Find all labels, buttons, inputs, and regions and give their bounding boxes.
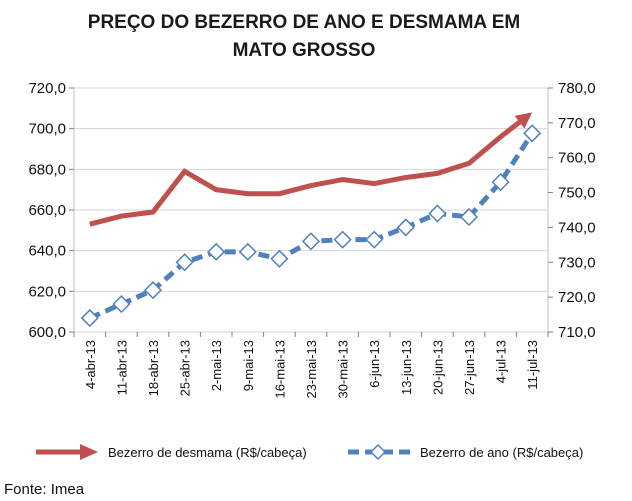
series-ano xyxy=(80,124,542,328)
left-tick-label: 700,0 xyxy=(28,121,66,138)
data-point xyxy=(80,308,99,328)
data-point xyxy=(270,249,289,268)
data-point xyxy=(532,112,533,113)
x-tick-label: 2-mai-13 xyxy=(209,340,224,391)
right-tick-label: 750,0 xyxy=(558,185,596,202)
x-tick-label: 9-mai-13 xyxy=(241,340,256,391)
x-tick-label: 4-jul-13 xyxy=(494,340,509,383)
data-point xyxy=(207,242,226,261)
chart-title: PREÇO DO BEZERRO DE ANO E DESMAMA EM MAT… xyxy=(88,12,520,61)
data-point xyxy=(311,185,312,186)
data-point xyxy=(121,216,122,217)
data-point xyxy=(500,136,501,137)
x-tick-label: 6-jun-13 xyxy=(367,340,382,388)
x-tick-label: 27-jun-13 xyxy=(462,340,477,395)
x-tick-label: 20-jun-13 xyxy=(430,340,445,395)
right-tick-label: 710,0 xyxy=(558,324,596,341)
legend: Bezerro de desmama (R$/cabeça) Bezerro de… xyxy=(36,443,583,461)
data-point xyxy=(396,218,415,237)
chart-title-line-2: MATO GROSSO xyxy=(233,40,376,61)
left-tick-label: 640,0 xyxy=(28,243,66,260)
x-tick-label: 11-jul-13 xyxy=(525,340,540,390)
legend-arrowhead xyxy=(80,444,98,460)
data-point xyxy=(279,193,280,194)
left-tick-label: 720,0 xyxy=(28,80,66,97)
x-tick-label: 16-mai-13 xyxy=(272,340,287,399)
legend-item-desmama: Bezerro de desmama (R$/cabeça) xyxy=(36,444,307,460)
data-point xyxy=(459,207,479,227)
x-tick-label: 4-abr-13 xyxy=(83,340,98,389)
left-tick-label: 620,0 xyxy=(28,283,66,300)
legend-item-ano: Bezerro de ano (R$/cabeça) xyxy=(348,443,583,461)
left-tick-label: 660,0 xyxy=(28,202,66,219)
series-arrowhead xyxy=(514,112,533,129)
legend-marker xyxy=(369,443,387,461)
data-point xyxy=(365,230,384,249)
data-point xyxy=(491,173,510,192)
x-tick-label: 11-abr-13 xyxy=(114,340,129,395)
right-tick-label: 780,0 xyxy=(558,80,596,97)
legend-label: Bezerro de ano (R$/cabeça) xyxy=(420,445,583,460)
x-tick-label: 13-jun-13 xyxy=(399,340,414,395)
data-point xyxy=(184,171,185,172)
data-point xyxy=(437,173,438,174)
data-point xyxy=(301,232,321,251)
chart-title-line-1: PREÇO DO BEZERRO DE ANO E DESMAMA EM xyxy=(88,12,520,33)
left-tick-label: 600,0 xyxy=(28,324,66,341)
left-tick-label: 680,0 xyxy=(28,161,66,178)
right-tick-label: 720,0 xyxy=(558,289,596,306)
data-point xyxy=(405,177,406,178)
x-axis: 4-abr-13 11-abr-13 18-abr-13 25-abr-13 2-mai… xyxy=(73,332,549,399)
x-tick-label: 25-abr-13 xyxy=(178,340,193,396)
legend-label: Bezerro de desmama (R$/cabeça) xyxy=(108,445,307,460)
data-point xyxy=(216,189,217,190)
data-point xyxy=(153,212,154,213)
data-point xyxy=(247,193,248,194)
right-tick-label: 740,0 xyxy=(558,219,596,236)
data-point xyxy=(175,253,194,272)
x-tick-label: 23-mai-13 xyxy=(304,340,319,399)
left-y-axis: 600,0 620,0 640,0 660,0 680,0 700,0 720,0 xyxy=(28,80,74,341)
data-point xyxy=(523,124,542,143)
data-point xyxy=(238,242,257,261)
data-point xyxy=(342,179,343,180)
data-point xyxy=(374,183,375,184)
series-layer xyxy=(80,112,542,328)
x-tick-label: 30-mai-13 xyxy=(336,340,351,399)
right-tick-label: 770,0 xyxy=(558,115,596,132)
right-tick-label: 730,0 xyxy=(558,254,596,271)
data-point xyxy=(469,163,470,164)
x-tick-label: 18-abr-13 xyxy=(146,340,161,396)
data-point xyxy=(143,281,163,300)
right-y-axis: 710,0 720,0 730,0 740,0 750,0 760,0 770,0 780,0 xyxy=(548,80,596,341)
right-tick-label: 760,0 xyxy=(558,150,596,167)
series-line xyxy=(89,116,526,227)
source-note: Fonte: Imea xyxy=(4,481,85,498)
data-point xyxy=(89,224,90,225)
data-point xyxy=(112,295,131,314)
data-point xyxy=(333,230,352,249)
data-point xyxy=(428,204,447,223)
series-desmama xyxy=(89,112,533,227)
